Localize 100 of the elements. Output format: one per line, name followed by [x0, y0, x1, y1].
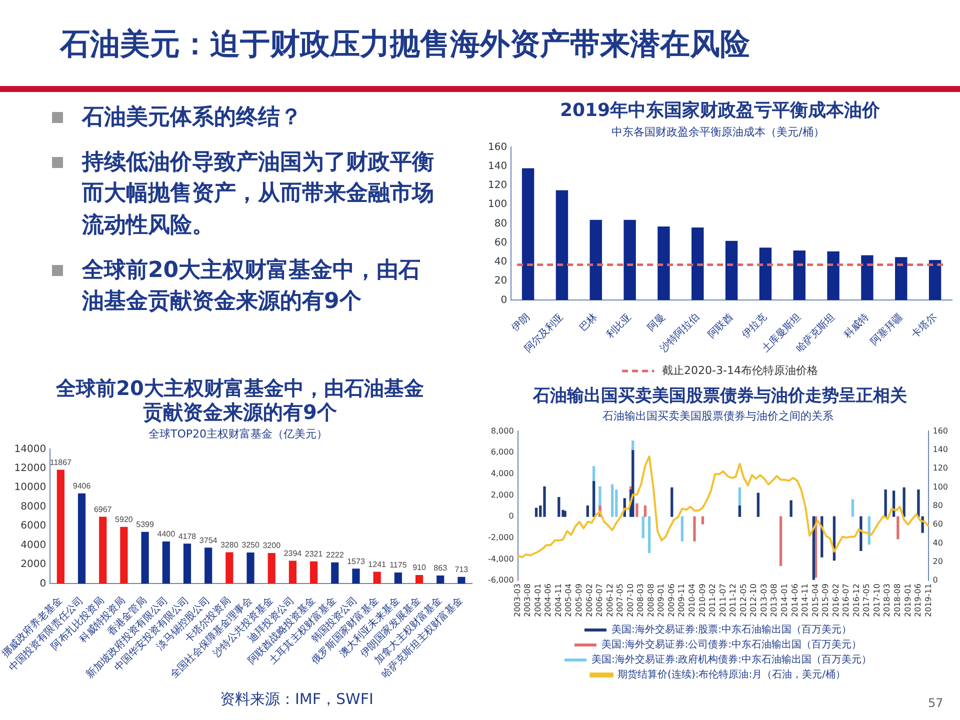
x-tick-label: 2016-02	[831, 584, 840, 618]
bar	[701, 516, 704, 525]
text: 持续低油价导致产油国为了财政平衡而大幅抛售资产，从而带来金融市场流动性风险。	[82, 150, 434, 238]
text: 石油美元体系的终结？	[82, 105, 302, 130]
y-tick-label: 60	[494, 236, 508, 248]
bar	[246, 552, 254, 584]
x-tick-label: 2014-06	[790, 584, 800, 618]
bar	[790, 500, 792, 518]
y-tick-label: 120	[488, 180, 508, 191]
y-tick-label: -2,000	[488, 533, 514, 542]
bar	[610, 484, 614, 518]
y2-tick-label: 80	[932, 501, 943, 510]
legend-label: 期货结算价(连续):布伦特原油:月（石油，美元/桶）	[618, 668, 846, 681]
x-tick-label: 2009-06	[666, 584, 676, 618]
bar	[543, 486, 546, 518]
bar	[756, 493, 760, 518]
x-tick-label: 利比亚	[604, 310, 634, 340]
bar	[693, 516, 696, 542]
x-tick-label: 2017-10	[872, 584, 882, 618]
x-tick-label: 卡塔尔	[909, 310, 939, 340]
x-tick-label: 2013-08	[770, 584, 779, 618]
data-label: 910	[412, 563, 426, 572]
bar	[928, 260, 942, 300]
y-tick-label: 0	[508, 512, 514, 522]
chart-subtitle: 石油输出国买卖美国股票债券与油价之间的关系	[602, 410, 834, 423]
y-tick-label: 0	[500, 294, 508, 306]
x-tick-label: 2019-06	[914, 584, 923, 618]
bar	[415, 574, 424, 584]
x-tick-label: 2006-07	[595, 584, 604, 618]
data-label: 1175	[390, 560, 408, 570]
bar	[884, 490, 887, 518]
bar	[331, 562, 339, 584]
x-tick-label: 2014-01	[780, 584, 789, 618]
data-label: 4400	[157, 530, 176, 539]
bar	[680, 516, 684, 542]
bar	[738, 506, 742, 518]
x-tick-label: 2004-06	[544, 584, 553, 618]
text: 石油美元：迫于财政压力抛售海外资产带来潜在风险	[60, 26, 750, 64]
y-tick-label: 0	[40, 578, 46, 590]
bar	[779, 516, 782, 566]
y-tick-label: 160	[488, 141, 508, 152]
bar	[860, 516, 862, 552]
x-tick-label: 2012-10	[749, 584, 758, 618]
bar	[590, 219, 602, 300]
x-tick-label: 2006-12	[605, 584, 614, 618]
y-tick-label: 40	[494, 256, 508, 268]
x-tick-label: 阿曼	[646, 311, 668, 334]
bar	[204, 548, 212, 584]
data-label: 5399	[136, 520, 154, 530]
bar	[725, 240, 738, 300]
y2-tick-label: 120	[932, 464, 948, 474]
y-tick-label: 8,000	[490, 426, 514, 436]
legend-label: 美国:海外交易证券:政府机构债券:中东石油输出国（百万美元）	[591, 654, 872, 666]
data-label: 3200	[262, 541, 282, 550]
x-tick-label: 2010-09	[698, 584, 707, 618]
x-tick-label: 阿塞拜疆	[868, 310, 906, 348]
x-tick-label: 2018-08	[892, 584, 902, 618]
x-tick-label: 2008-08	[646, 584, 656, 618]
y2-tick-label: 160	[932, 426, 948, 436]
x-tick-label: 2019-11	[924, 584, 933, 618]
bar	[183, 544, 192, 584]
bar	[534, 508, 538, 518]
x-tick-label: 2013-03	[759, 584, 768, 618]
data-label: 9406	[72, 482, 92, 491]
data-label: 2394	[284, 548, 302, 558]
bar	[141, 532, 149, 584]
x-tick-label: 2015-04	[810, 584, 820, 618]
x-tick-label: 2004-01	[533, 584, 542, 618]
data-label: 3754	[199, 536, 218, 545]
bar	[851, 500, 854, 518]
y-tick-label: -6,000	[488, 576, 514, 586]
text: 资料来源：IMF，SWFI	[220, 690, 374, 709]
y-tick-label: 6,000	[490, 448, 514, 458]
bar	[658, 226, 670, 300]
legend-label: 美国:海外交易证券:股票:中东石油输出国（百万美元）	[611, 624, 852, 636]
bar	[522, 168, 534, 300]
bar	[624, 219, 636, 300]
chart-title: 全球前20大主权财富基金中，由石油基金贡献资金来源的有9个	[55, 376, 425, 424]
bar	[99, 516, 107, 584]
text: 全球前20大主权财富基金中，由石油基金贡献资金来源的有9个	[82, 258, 421, 314]
y2-tick-label: 60	[932, 520, 943, 530]
bar	[226, 552, 234, 584]
bar	[458, 576, 466, 584]
x-tick-label: 2018-03	[882, 584, 892, 618]
y-tick-label: 8000	[20, 501, 46, 512]
x-tick-label: 2008-03	[636, 584, 646, 618]
bar	[895, 256, 908, 300]
x-tick-label: 2004-11	[554, 584, 563, 618]
bar	[896, 516, 900, 540]
x-tick-label: 2006-02	[584, 584, 594, 618]
y-tick-label: 4000	[20, 540, 46, 551]
x-tick-label: 2010-04	[688, 584, 697, 618]
bar	[373, 572, 381, 584]
y2-tick-label: 100	[932, 482, 948, 492]
x-tick-label: 2017-05	[862, 584, 872, 618]
legend-label: 截止2020-3-14布伦特原油价格	[662, 363, 818, 376]
y-tick-label: -4,000	[488, 554, 514, 564]
x-tick-label: 2007-10	[626, 584, 635, 618]
chart-subtitle: 中东各国财政盈余平衡原油成本（美元/桶）	[612, 125, 824, 138]
text: 57	[928, 696, 944, 710]
